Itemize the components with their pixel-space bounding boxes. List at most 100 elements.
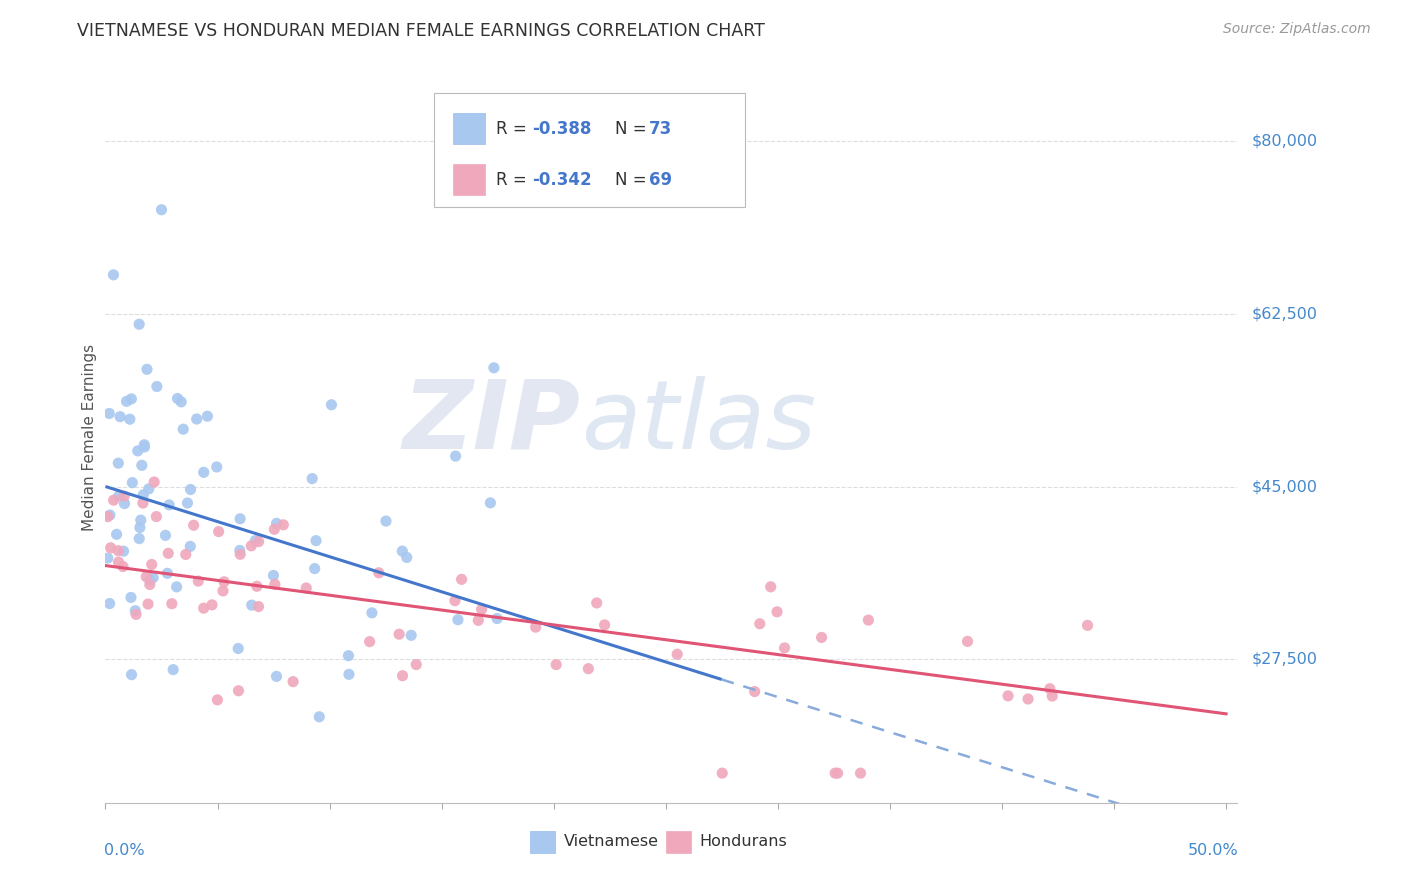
Point (136, 597, 159, 611)
Point (134, 440, 156, 454)
Point (128, 318, 150, 332)
Point (273, 517, 295, 532)
Point (524, 620, 547, 634)
Point (228, 683, 250, 698)
Point (212, 583, 235, 598)
Point (139, 577, 162, 591)
Point (858, 613, 880, 627)
Point (956, 634, 979, 648)
Point (744, 684, 766, 698)
Point (399, 628, 422, 642)
Point (105, 527, 128, 541)
Point (229, 547, 252, 561)
Text: N =: N = (614, 170, 651, 188)
Point (359, 634, 381, 648)
Point (98, 597, 121, 611)
Point (748, 616, 770, 631)
Text: $80,000: $80,000 (1251, 133, 1317, 148)
Point (115, 394, 138, 409)
Point (141, 558, 163, 572)
Point (150, 202, 173, 217)
Point (388, 627, 411, 641)
Point (240, 598, 263, 612)
Point (247, 534, 270, 549)
Point (127, 443, 149, 458)
Point (197, 409, 219, 424)
Point (157, 498, 180, 512)
Point (143, 475, 166, 489)
Point (546, 657, 568, 672)
Point (1039, 681, 1062, 696)
Point (849, 766, 872, 780)
Point (176, 496, 198, 510)
Point (467, 613, 489, 627)
Point (395, 550, 418, 565)
Text: ZIP: ZIP (404, 376, 581, 469)
Point (479, 496, 502, 510)
Point (405, 657, 427, 672)
Point (180, 483, 202, 497)
Point (304, 561, 326, 575)
Point (193, 601, 215, 615)
Point (97, 509, 120, 524)
Point (375, 514, 398, 528)
Text: Hondurans: Hondurans (700, 834, 787, 849)
Point (114, 497, 136, 511)
Point (593, 618, 616, 632)
Point (98, 508, 121, 522)
Point (193, 465, 215, 479)
Text: $45,000: $45,000 (1251, 479, 1317, 494)
Y-axis label: Median Female Earnings: Median Female Earnings (82, 343, 97, 531)
Text: 73: 73 (648, 120, 672, 137)
Point (98, 407, 121, 421)
Point (262, 568, 284, 582)
Point (139, 573, 162, 587)
Point (128, 520, 150, 534)
Point (129, 513, 152, 527)
Point (444, 449, 467, 463)
Point (997, 689, 1019, 703)
Point (226, 641, 249, 656)
Point (301, 472, 323, 486)
Point (111, 559, 134, 574)
Point (132, 496, 155, 510)
Point (266, 669, 288, 683)
Point (108, 409, 131, 424)
Point (97, 551, 120, 566)
Point (308, 710, 330, 724)
Text: $62,500: $62,500 (1251, 306, 1317, 321)
Point (118, 412, 141, 426)
Point (759, 580, 782, 594)
Point (145, 509, 167, 524)
Point (247, 599, 270, 614)
Text: VIETNAMESE VS HONDURAN MEDIAN FEMALE EARNINGS CORRELATION CHART: VIETNAMESE VS HONDURAN MEDIAN FEMALE EAR… (77, 22, 765, 40)
Point (447, 613, 470, 627)
Point (108, 489, 131, 503)
Point (107, 555, 129, 569)
Text: 50.0%: 50.0% (1188, 843, 1239, 858)
Point (450, 572, 472, 586)
Point (229, 543, 252, 558)
Point (263, 522, 285, 536)
Point (229, 512, 252, 526)
Point (183, 518, 205, 533)
Text: 0.0%: 0.0% (104, 843, 145, 858)
Point (240, 539, 263, 553)
Point (585, 596, 607, 610)
Point (156, 566, 179, 581)
Point (166, 580, 188, 594)
Point (321, 398, 343, 412)
Point (162, 663, 184, 677)
Point (170, 395, 193, 409)
Point (246, 579, 269, 593)
Text: Vietnamese: Vietnamese (564, 834, 659, 849)
Point (124, 604, 146, 618)
Point (120, 591, 142, 605)
Text: -0.388: -0.388 (531, 120, 592, 137)
Point (1017, 692, 1039, 706)
Point (827, 766, 849, 780)
Text: $27,500: $27,500 (1251, 652, 1317, 667)
Point (361, 606, 384, 620)
Point (142, 571, 165, 585)
Point (174, 548, 197, 562)
